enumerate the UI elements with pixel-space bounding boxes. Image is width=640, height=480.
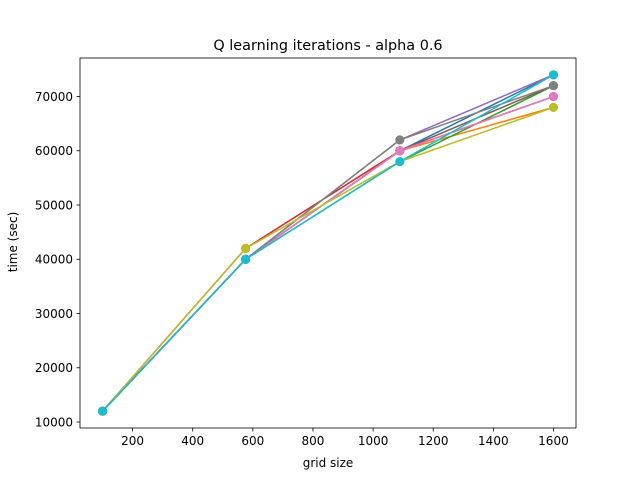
series-9-point (241, 243, 251, 253)
series-10-point (548, 70, 558, 80)
x-tick-label: 1400 (478, 434, 509, 448)
axes-frame (79, 57, 577, 429)
series-10-point (241, 254, 251, 264)
x-tick-label: 200 (121, 434, 144, 448)
series-9-point (548, 102, 558, 112)
x-tick-label: 1600 (538, 434, 569, 448)
y-tick-label: 10000 (35, 415, 73, 429)
series-9-line (101, 106, 554, 412)
series-8-point (548, 81, 558, 91)
y-tick-label: 40000 (35, 253, 73, 267)
series-10-line (102, 74, 554, 412)
series-10-point (395, 157, 405, 167)
x-tick-label: 1200 (418, 434, 449, 448)
x-tick-label: 1000 (358, 434, 389, 448)
plot-area: 200 400 600 800 1000 1200 1400 1600 10000 20000 30… (35, 57, 577, 448)
series-10-point (98, 406, 108, 416)
y-tick-label: 50000 (35, 198, 73, 212)
x-tick-label: 600 (241, 434, 264, 448)
series-7-point (395, 146, 405, 156)
x-tick-label: 800 (302, 434, 325, 448)
y-tick-label: 20000 (35, 361, 73, 375)
series-7-point (548, 92, 558, 102)
y-tick-label: 60000 (35, 144, 73, 158)
series-8-point (395, 135, 405, 145)
y-tick-label: 30000 (35, 307, 73, 321)
y-axis-title: time (sec) (6, 212, 20, 273)
chart-title: Q learning iterations - alpha 0.6 (213, 38, 442, 54)
x-tick-label: 400 (181, 434, 204, 448)
x-axis-title: grid size (303, 456, 354, 470)
y-tick-label: 70000 (35, 90, 73, 104)
